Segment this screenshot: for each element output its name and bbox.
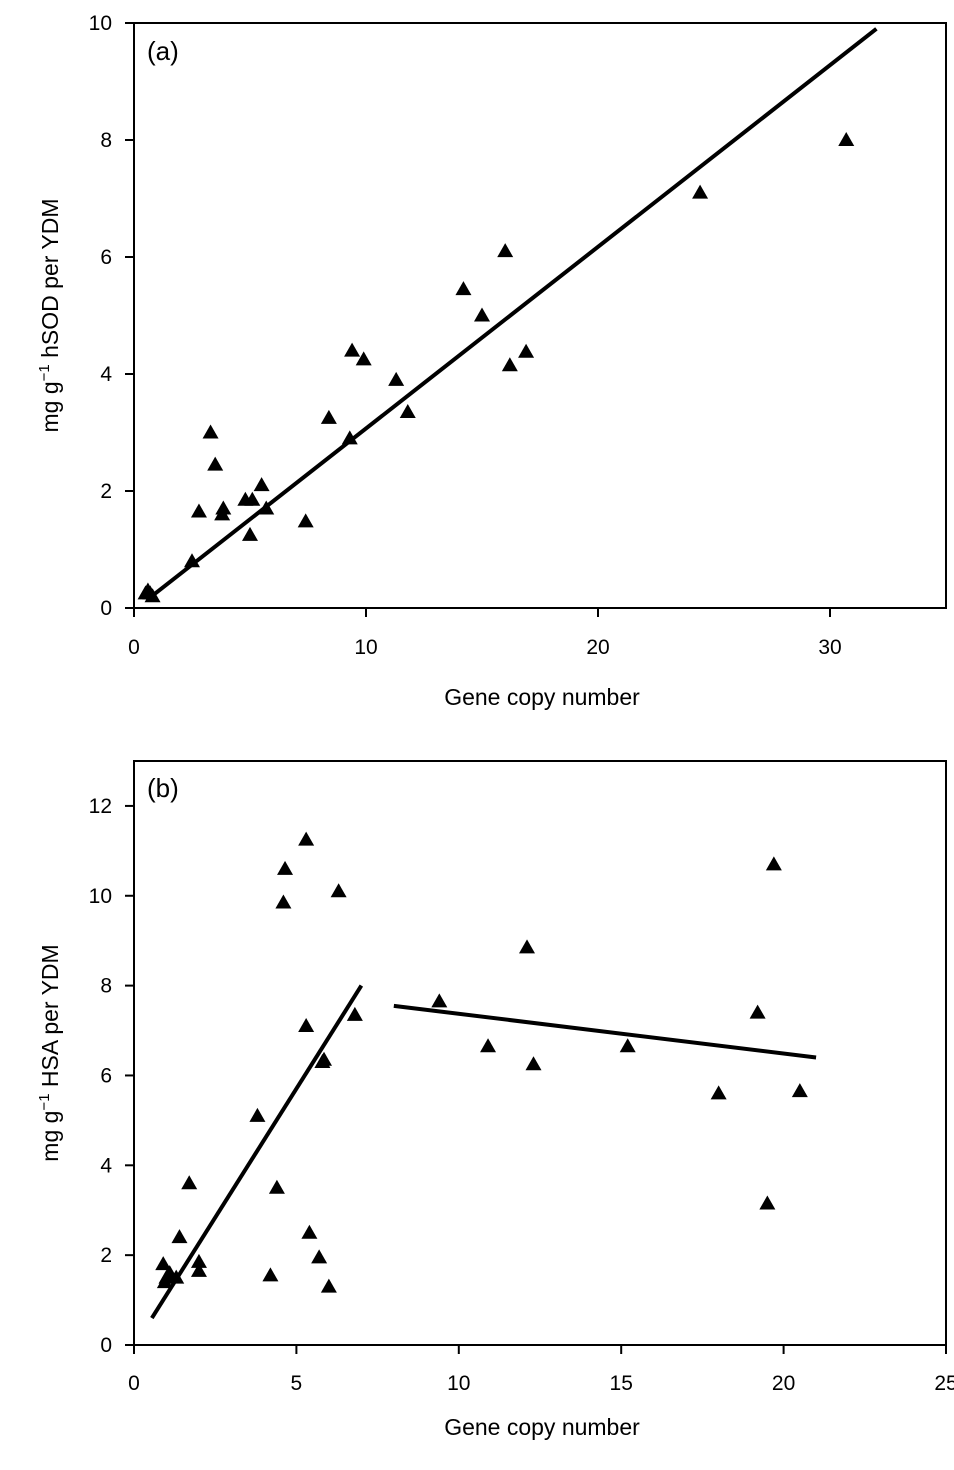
x-tick-label: 25: [934, 1372, 954, 1395]
data-point: [838, 132, 854, 146]
data-point: [262, 1267, 278, 1281]
y-tick-label: 6: [100, 246, 112, 269]
y-tick-label: 0: [100, 1334, 112, 1357]
x-tick-label: 10: [447, 1372, 470, 1395]
data-point: [518, 344, 534, 358]
data-point: [502, 357, 518, 371]
panel-b: 0 5 10 15 20 25 0 2 4 6 8 10 12 Gene copy number mg g−…: [36, 761, 954, 1440]
x-tick-label: 20: [772, 1372, 795, 1395]
panel-label: (b): [147, 773, 179, 803]
data-point: [207, 457, 223, 471]
data-point: [750, 1005, 766, 1019]
y-tick-label: 10: [89, 12, 112, 35]
y-tick-label: 2: [100, 1244, 112, 1267]
data-point: [344, 343, 360, 357]
data-point: [620, 1038, 636, 1052]
data-point: [277, 861, 293, 875]
y-axis-label-superscript: −1: [36, 1093, 53, 1110]
x-tick-label: 30: [818, 636, 841, 659]
data-point: [321, 410, 337, 424]
data-point: [249, 1108, 265, 1122]
y-tick-label: 8: [100, 975, 112, 998]
y-tick-label: 12: [89, 795, 112, 818]
y-tick-label: 4: [100, 1154, 112, 1177]
data-point: [215, 501, 231, 515]
data-point: [692, 185, 708, 199]
data-point: [526, 1056, 542, 1070]
data-point: [480, 1038, 496, 1052]
data-point: [431, 993, 447, 1007]
data-point: [311, 1249, 327, 1263]
y-axis-label-base: mg g: [37, 381, 63, 432]
y-tick-label: 0: [100, 597, 112, 620]
data-point: [455, 281, 471, 295]
plot-frame: [134, 761, 946, 1345]
plot-frame: [134, 23, 946, 608]
data-point: [171, 1229, 187, 1243]
data-point: [298, 513, 314, 527]
y-axis-label: mg g−1 HSA per YDM: [36, 944, 63, 1161]
data-point: [759, 1195, 775, 1209]
y-axis-label-rest: hSOD per YDM: [37, 199, 63, 365]
data-point: [298, 832, 314, 846]
y-axis-label: mg g−1 hSOD per YDM: [36, 199, 63, 433]
x-tick-label: 5: [291, 1372, 303, 1395]
y-tick-label: 2: [100, 480, 112, 503]
data-point: [242, 527, 258, 541]
data-point: [301, 1225, 317, 1239]
data-point: [711, 1085, 727, 1099]
regression-line: [152, 986, 361, 1318]
data-point: [400, 404, 416, 418]
data-point: [474, 308, 490, 322]
data-point: [347, 1007, 363, 1021]
data-point: [331, 883, 347, 897]
data-point: [181, 1175, 197, 1189]
y-axis-label-rest: HSA per YDM: [37, 944, 63, 1093]
data-point: [269, 1180, 285, 1194]
x-axis-label: Gene copy number: [444, 684, 640, 710]
y-tick-label: 10: [89, 885, 112, 908]
data-point: [766, 856, 782, 870]
x-tick-label: 10: [354, 636, 377, 659]
x-tick-label: 0: [128, 1372, 140, 1395]
y-tick-label: 6: [100, 1064, 112, 1087]
data-point: [792, 1083, 808, 1097]
data-point: [203, 425, 219, 439]
panel-label: (a): [147, 36, 179, 66]
x-tick-label: 15: [610, 1372, 633, 1395]
y-axis-label-superscript: −1: [36, 364, 53, 381]
x-tick-label: 0: [128, 636, 140, 659]
data-point: [191, 503, 207, 517]
y-tick-label: 8: [100, 129, 112, 152]
data-point: [519, 939, 535, 953]
regression-line: [148, 29, 876, 599]
panel-a: 0 10 20 30 0 2 4 6 8 10 Gene copy number mg g−1 hSO…: [36, 12, 946, 710]
x-tick-label: 20: [586, 636, 609, 659]
x-axis-label: Gene copy number: [444, 1414, 640, 1440]
y-tick-label: 4: [100, 363, 112, 386]
data-point: [275, 895, 291, 909]
data-point: [321, 1279, 337, 1293]
data-point: [254, 477, 270, 491]
data-point: [388, 372, 404, 386]
data-point: [497, 243, 513, 257]
y-axis-label-base: mg g: [37, 1111, 63, 1162]
data-point: [298, 1018, 314, 1032]
